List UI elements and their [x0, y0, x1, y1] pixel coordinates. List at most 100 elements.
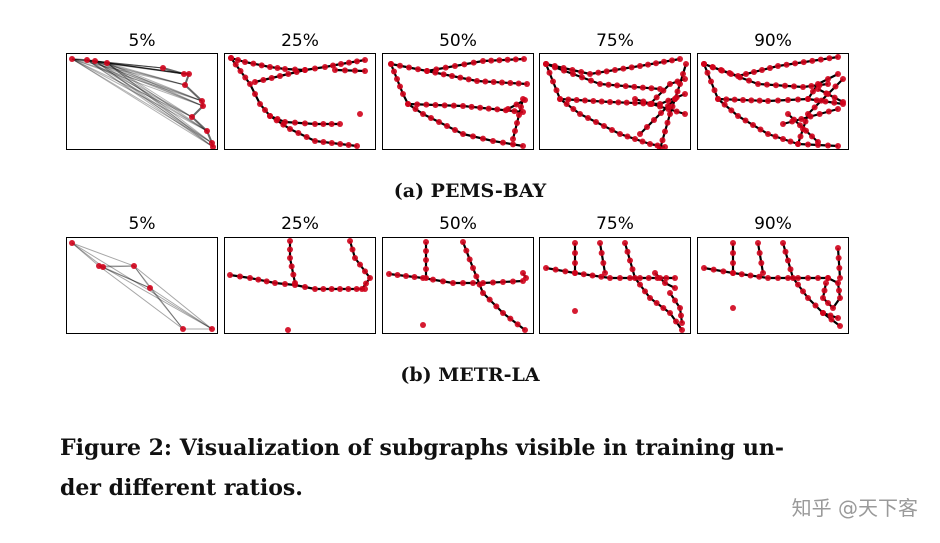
graph-node — [328, 140, 335, 146]
graph-node — [510, 141, 516, 148]
graph-node — [815, 81, 821, 87]
graph-edge — [86, 59, 208, 132]
graph-node — [490, 138, 496, 144]
graph-edge — [106, 62, 204, 107]
graph-node — [627, 257, 633, 264]
graph-node — [273, 117, 280, 124]
graph-node — [673, 318, 679, 325]
graph-node — [723, 96, 730, 103]
graph-edge — [106, 62, 203, 102]
graph-node — [277, 73, 283, 79]
graph-node — [785, 275, 791, 281]
graph-node — [397, 62, 403, 69]
graph-node — [412, 106, 419, 112]
graph-node — [420, 111, 426, 117]
graph-node — [312, 121, 318, 127]
graph-node — [813, 97, 820, 104]
graph-node — [312, 138, 318, 144]
graph-node — [677, 81, 683, 87]
panel-title: 90% — [754, 214, 792, 234]
graph-node — [565, 96, 572, 103]
graph-node — [247, 81, 253, 87]
graph-node — [667, 310, 673, 316]
graph-node — [782, 82, 788, 89]
figure-caption-line-1: Figure 2: Visualization of subgraphs vis… — [60, 435, 785, 461]
graph-node — [485, 105, 492, 112]
graph-node — [423, 266, 429, 272]
graph-node — [790, 275, 796, 281]
graph-node — [572, 240, 578, 246]
graph-node — [338, 61, 344, 67]
graph-node — [295, 130, 302, 136]
graph-node — [667, 111, 673, 117]
graph-node — [607, 99, 613, 105]
graph-edge — [106, 62, 208, 132]
graph-edge — [71, 58, 204, 107]
subgraph-plot — [701, 240, 843, 329]
graph-node — [337, 286, 343, 292]
graph-node — [589, 272, 596, 279]
graph-node — [811, 104, 818, 111]
graph-node — [587, 71, 593, 77]
graph-node — [292, 119, 298, 126]
graph-node — [320, 139, 327, 145]
graph-node — [504, 56, 511, 63]
graph-node — [807, 113, 814, 120]
graph-node — [617, 275, 623, 281]
graph-node — [353, 286, 360, 292]
graph-node — [100, 264, 106, 270]
graph-node — [411, 274, 418, 280]
graph-node — [362, 268, 368, 275]
graph-node — [622, 240, 628, 246]
subgraph-panel-pems-bay-90pct — [697, 53, 849, 150]
graph-node — [747, 272, 754, 279]
graph-edge — [334, 68, 366, 73]
graph-node — [785, 97, 791, 103]
graph-node — [637, 281, 643, 288]
graph-node — [832, 83, 839, 90]
graph-node — [595, 69, 602, 76]
graph-node — [330, 62, 336, 69]
graph-node — [480, 135, 486, 142]
graph-edge — [71, 242, 135, 267]
graph-node — [653, 94, 660, 101]
graph-node — [367, 275, 373, 281]
graph-node — [805, 96, 811, 102]
graph-node — [442, 64, 449, 71]
subgraph-panel-metr-la-75pct — [539, 237, 691, 334]
graph-node — [488, 57, 495, 64]
graph-node — [617, 131, 623, 137]
graph-node — [825, 108, 832, 115]
graph-edge — [94, 60, 186, 86]
graph-node — [457, 74, 464, 81]
graph-node — [363, 280, 369, 287]
graph-node — [756, 250, 763, 256]
graph-edge — [71, 58, 193, 118]
graph-node — [322, 64, 328, 70]
graph-node — [731, 96, 738, 103]
graph-node — [521, 56, 527, 62]
graph-node — [642, 288, 648, 295]
graph-edge — [106, 62, 185, 75]
graph-edge — [86, 59, 204, 107]
graph-node — [577, 111, 583, 117]
graph-node — [775, 63, 781, 69]
graph-node — [612, 67, 618, 73]
graph-node — [460, 239, 466, 245]
graph-node — [800, 59, 807, 66]
graph-node — [818, 97, 825, 104]
graph-node — [572, 250, 578, 256]
graph-edge — [836, 247, 842, 279]
subgraph-plot — [543, 240, 685, 333]
graph-node — [637, 275, 643, 281]
graph-node — [400, 91, 406, 97]
graph-node — [303, 134, 310, 140]
graph-node — [512, 56, 519, 63]
graph-node — [92, 58, 98, 64]
graph-node — [823, 90, 830, 97]
graph-node — [463, 247, 470, 254]
graph-node — [550, 78, 556, 85]
graph-node — [735, 113, 741, 119]
graph-node — [302, 67, 308, 73]
graph-node — [293, 69, 300, 75]
